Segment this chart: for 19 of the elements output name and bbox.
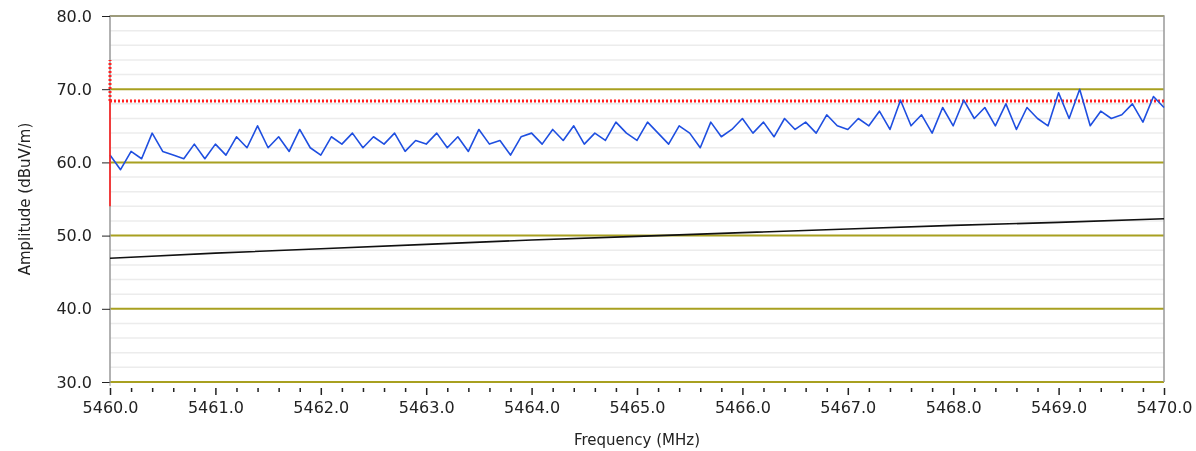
x-tick-label: 5460.0	[82, 398, 139, 418]
x-tick-label: 5469.0	[1031, 398, 1088, 418]
y-tick-label: 30.0	[56, 372, 92, 392]
y-tick-label: 50.0	[56, 226, 92, 246]
x-axis-title: Frequency (MHz)	[573, 431, 701, 449]
y-axis-title: Amplitude (dBuV/m)	[16, 122, 34, 276]
x-tick-label: 5465.0	[609, 398, 666, 418]
x-tick-label: 5466.0	[714, 398, 771, 418]
x-tick-label: 5463.0	[398, 398, 455, 418]
x-tick-label: 5462.0	[293, 398, 350, 418]
y-tick-label: 70.0	[56, 79, 92, 99]
y-tick-label: 80.0	[56, 6, 92, 26]
y-tick-label: 60.0	[56, 153, 92, 173]
x-tick-label: 5464.0	[504, 398, 561, 418]
y-tick-label: 40.0	[56, 299, 92, 319]
x-tick-label: 5467.0	[820, 398, 877, 418]
x-tick-label: 5468.0	[925, 398, 982, 418]
x-tick-label: 5470.0	[1136, 398, 1193, 418]
x-tick-label: 5461.0	[187, 398, 244, 418]
